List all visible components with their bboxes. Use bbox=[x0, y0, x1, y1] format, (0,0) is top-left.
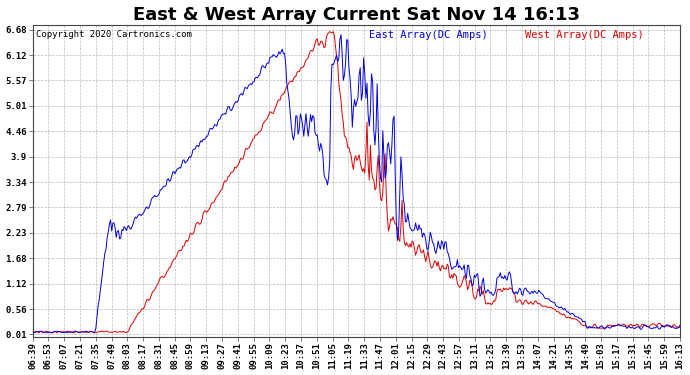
Text: East Array(DC Amps): East Array(DC Amps) bbox=[369, 30, 488, 40]
Title: East & West Array Current Sat Nov 14 16:13: East & West Array Current Sat Nov 14 16:… bbox=[132, 6, 580, 24]
Text: West Array(DC Amps): West Array(DC Amps) bbox=[524, 30, 643, 40]
Text: Copyright 2020 Cartronics.com: Copyright 2020 Cartronics.com bbox=[36, 30, 192, 39]
